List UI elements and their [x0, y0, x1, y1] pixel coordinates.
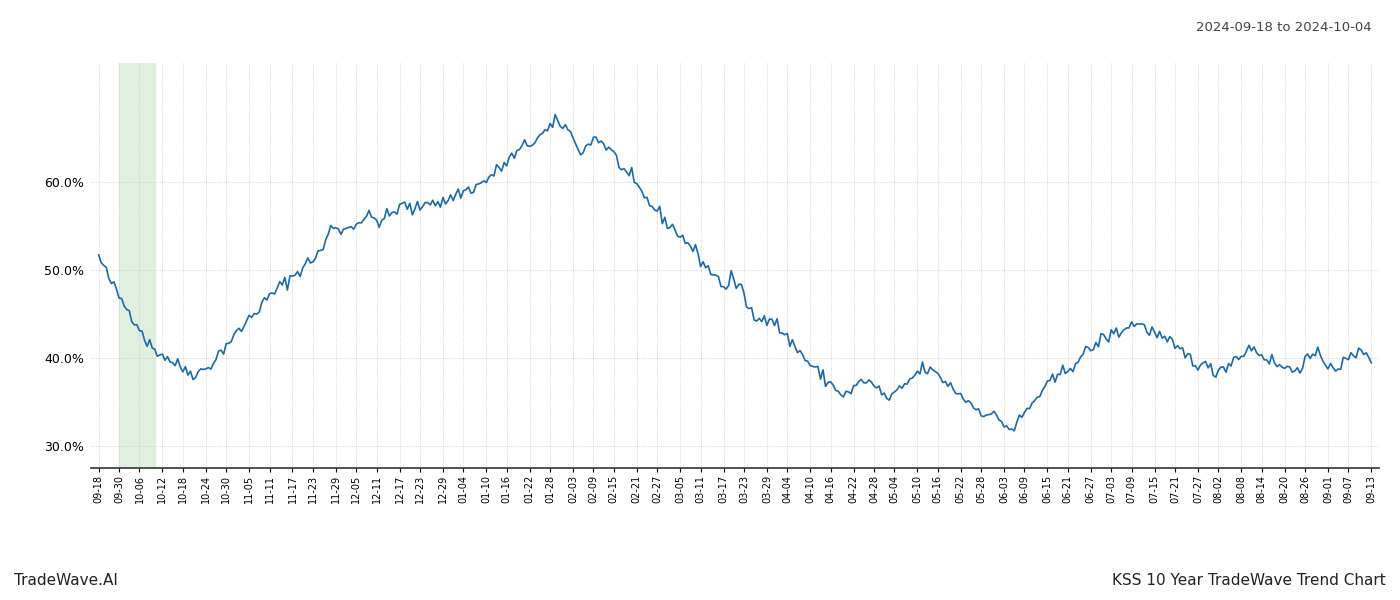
Text: 2024-09-18 to 2024-10-04: 2024-09-18 to 2024-10-04 [1197, 21, 1372, 34]
Text: TradeWave.AI: TradeWave.AI [14, 573, 118, 588]
Bar [119, 63, 155, 468]
Text: KSS 10 Year TradeWave Trend Chart: KSS 10 Year TradeWave Trend Chart [1112, 573, 1386, 588]
